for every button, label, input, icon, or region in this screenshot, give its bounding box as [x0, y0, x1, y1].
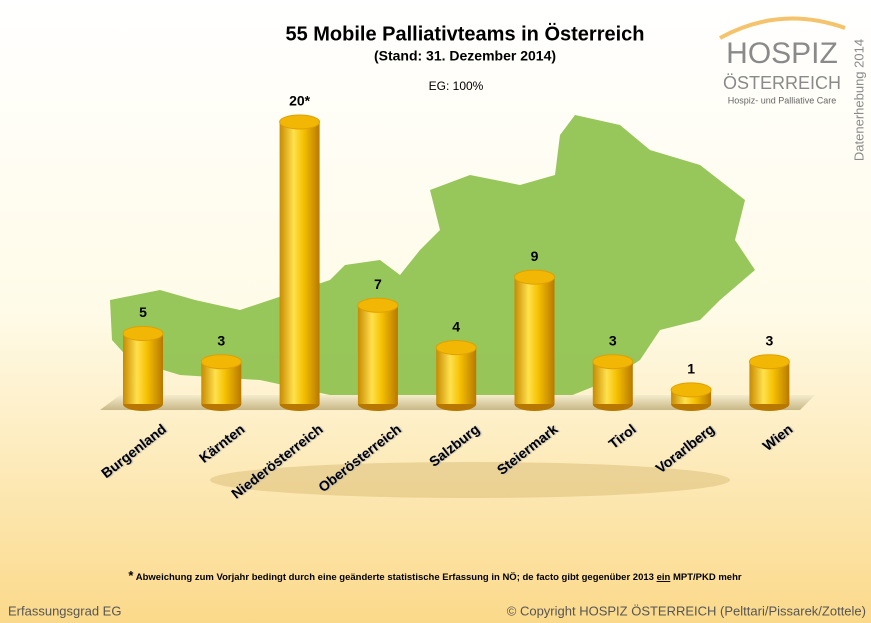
side-label: Datenerhebung 2014: [851, 39, 866, 161]
footnote: * Abweichung zum Vorjahr bedingt durch e…: [128, 568, 742, 583]
bar: [357, 297, 399, 411]
logo-country: ÖSTERREICH: [723, 73, 841, 93]
value-label: 20*: [289, 93, 311, 109]
bar-body: [514, 277, 555, 404]
value-label: 5: [139, 304, 147, 320]
bar-body: [279, 122, 320, 404]
bar: [670, 382, 712, 411]
chart-subtitle: (Stand: 31. Dezember 2014): [374, 48, 556, 64]
map: [110, 115, 755, 405]
bar-top: [122, 326, 164, 341]
logo-tagline: Hospiz- und Palliative Care: [728, 95, 837, 105]
footer-left: Erfassungsgrad EG: [8, 603, 121, 618]
bar-body: [357, 305, 398, 404]
value-label: 3: [609, 332, 617, 348]
value-label: 4: [452, 318, 460, 334]
value-label: 7: [374, 276, 382, 292]
bar-top: [357, 297, 399, 313]
logo: HOSPIZ ÖSTERREICH Hospiz- und Palliative…: [719, 16, 846, 105]
footnote-marker: *: [128, 568, 134, 583]
value-label: 1: [687, 361, 695, 377]
bar: [435, 340, 477, 411]
bar-top: [514, 269, 555, 285]
value-label: 9: [531, 248, 539, 264]
bar-top: [200, 354, 242, 370]
bar: [279, 114, 321, 411]
shadow: [210, 462, 730, 498]
value-label: 3: [217, 332, 225, 348]
value-label: 3: [766, 332, 774, 348]
bar-body: [436, 347, 477, 404]
footnote-text: MPT/PKD mehr: [673, 572, 742, 583]
footer-right: © Copyright HOSPIZ ÖSTERREICH (Pelttari/…: [507, 603, 866, 618]
bar: [514, 269, 555, 411]
bar-top: [279, 114, 321, 130]
bar: [748, 354, 790, 411]
bar-top: [592, 354, 634, 370]
bar: [592, 354, 634, 411]
bar-top: [748, 354, 790, 370]
bar-body: [123, 333, 163, 404]
bar-top: [435, 340, 477, 356]
bar: [200, 354, 242, 411]
footnote-text: Abweichung zum Vorjahr bedingt durch ein…: [136, 572, 654, 583]
logo-name: HOSPIZ: [726, 37, 838, 70]
bar-top: [670, 382, 712, 398]
logo-arc: [719, 16, 846, 40]
footnote-emphasis: ein: [657, 572, 671, 583]
annotation: EG: 100%: [429, 79, 484, 93]
chart-title: 55 Mobile Palliativteams in Österreich: [285, 22, 644, 45]
bar: [122, 326, 164, 411]
